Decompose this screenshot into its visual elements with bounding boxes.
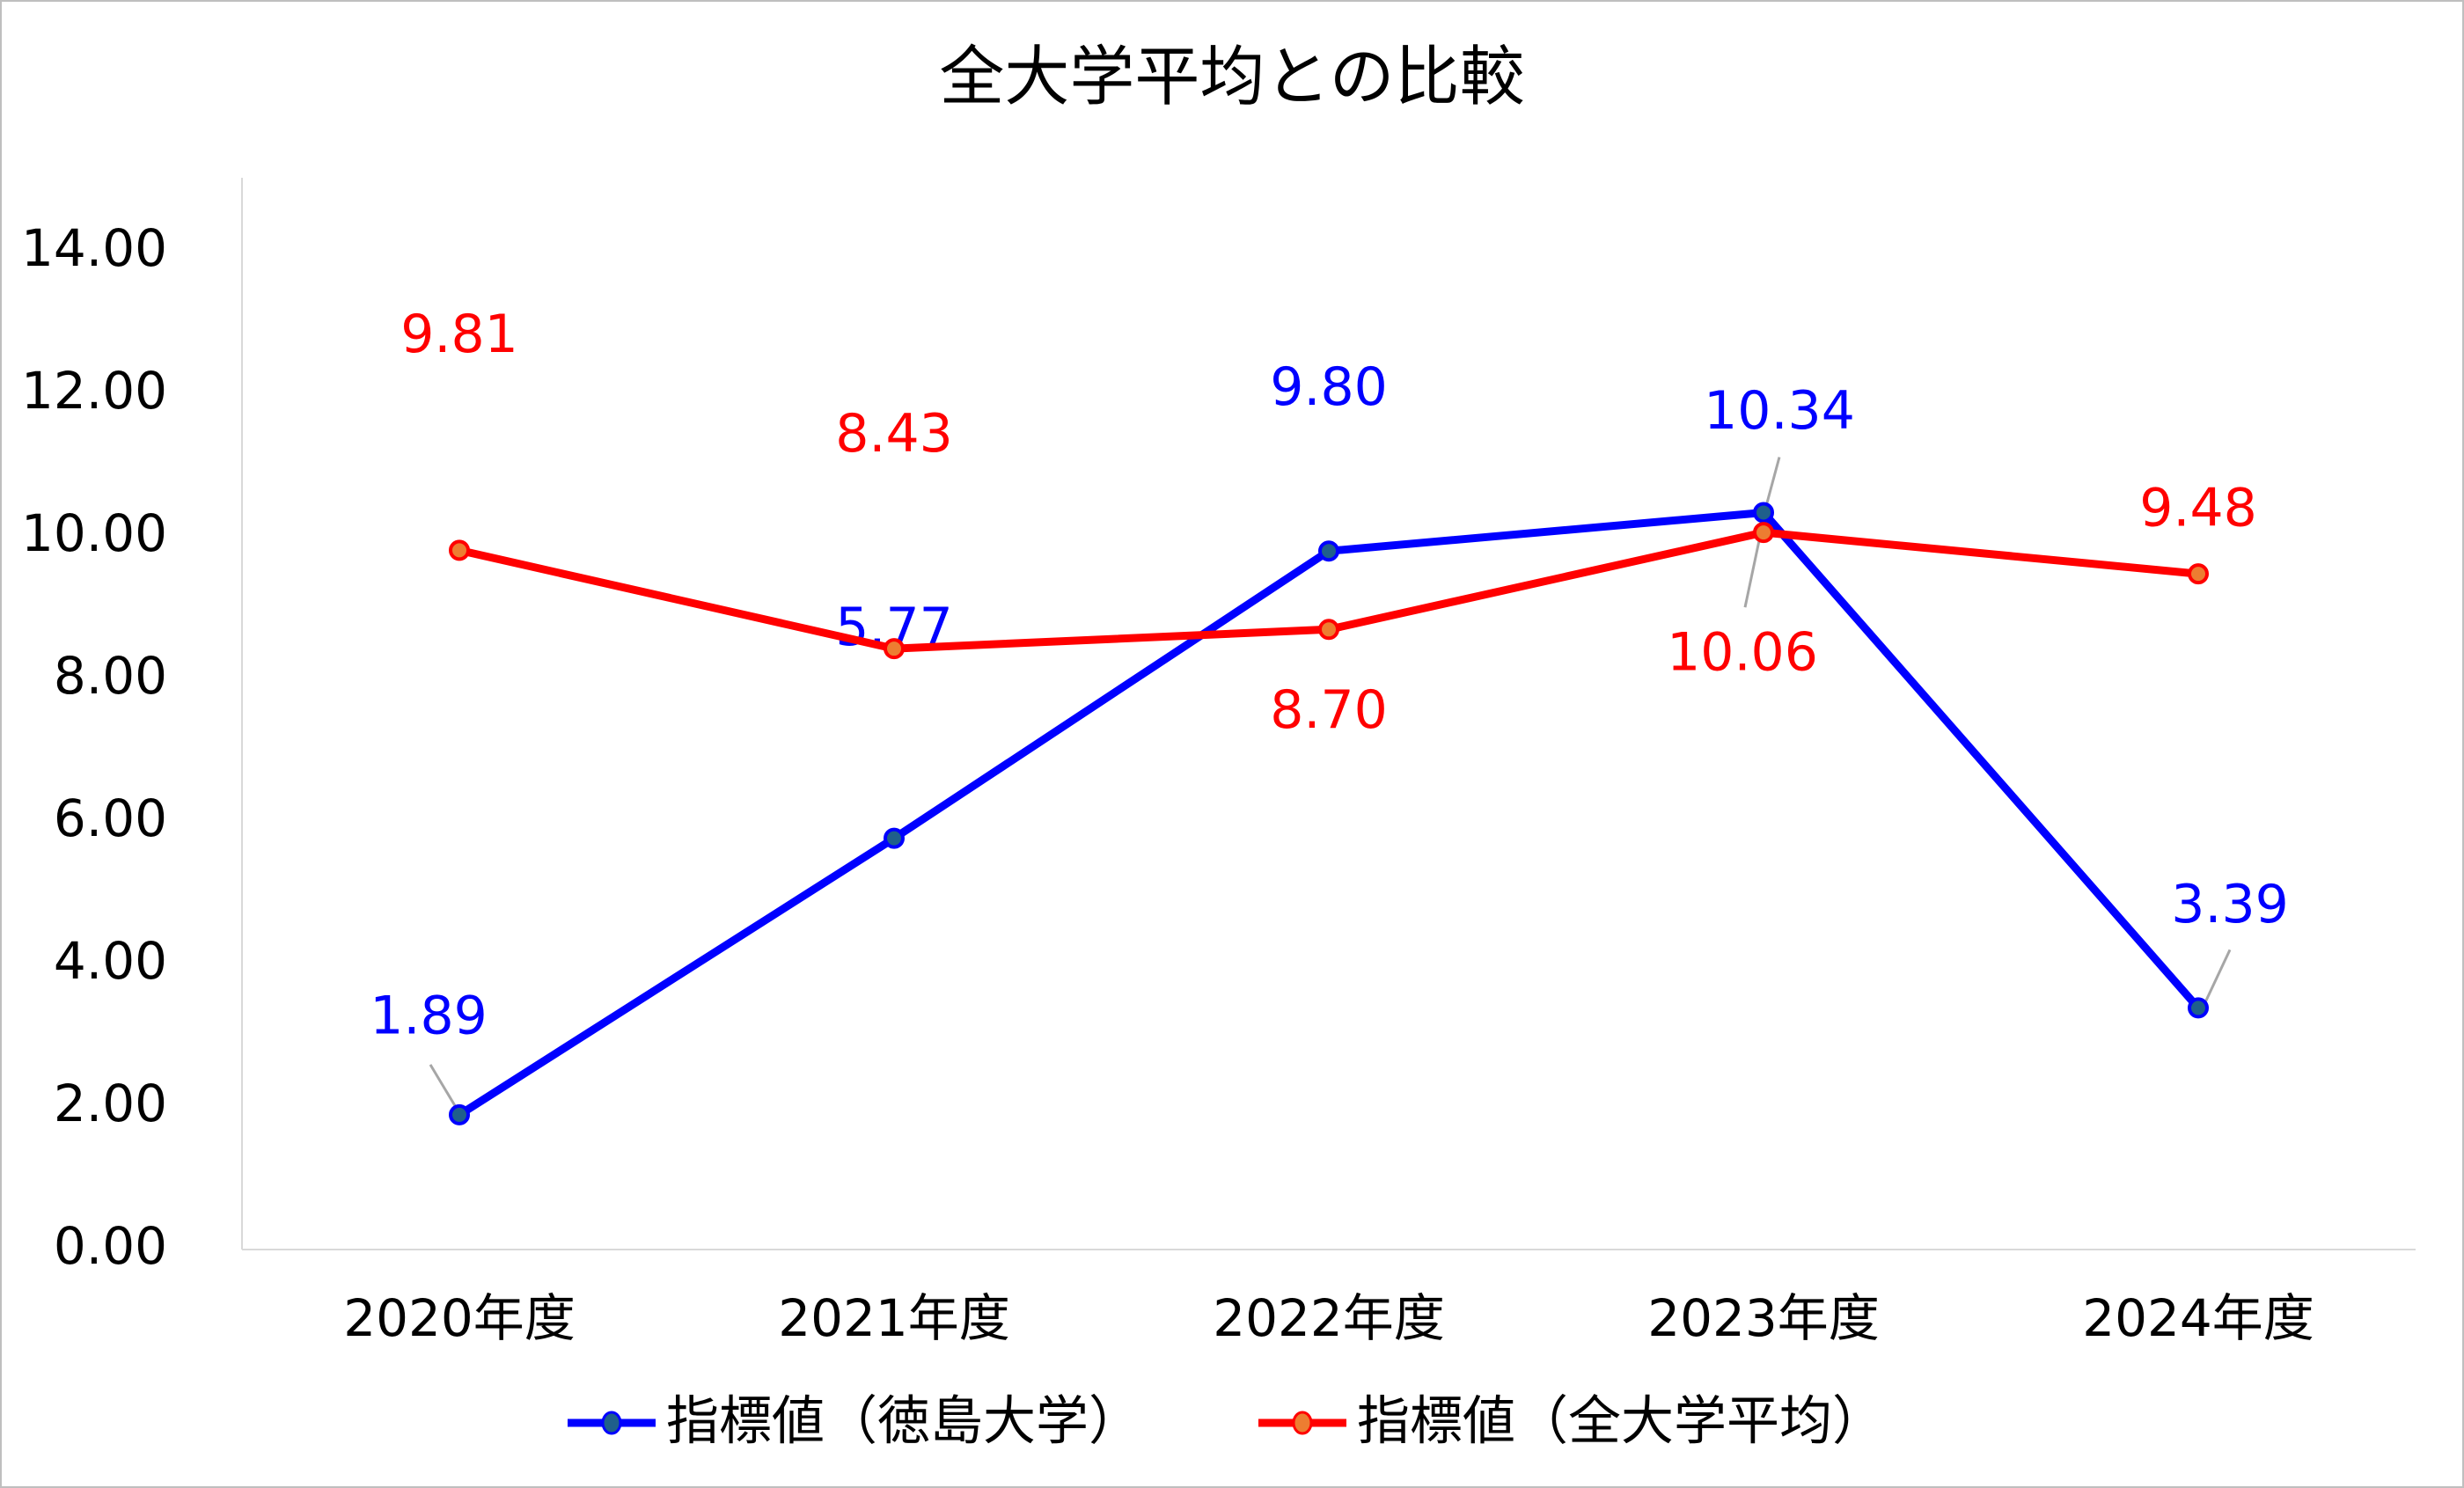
data-label: 10.06 xyxy=(1667,622,1818,684)
y-tick-label: 14.00 xyxy=(21,218,167,278)
y-tick-label: 8.00 xyxy=(54,646,167,706)
y-tick-label: 2.00 xyxy=(54,1074,167,1133)
data-point xyxy=(884,827,905,849)
leader-line xyxy=(2201,949,2232,1009)
data-label: 8.43 xyxy=(835,403,953,465)
data-label: 8.70 xyxy=(1270,679,1388,741)
y-tick-label: 0.00 xyxy=(54,1216,167,1276)
y-tick-label: 4.00 xyxy=(54,931,167,991)
data-point xyxy=(1318,540,1339,562)
data-label: 9.81 xyxy=(400,304,518,365)
series-0: 1.895.779.80 10.343.39 xyxy=(370,356,2289,1125)
y-tick-label: 12.00 xyxy=(21,361,167,421)
chart-title: 全大学平均との比較 xyxy=(939,40,1524,115)
legend-item: 指標値（徳島大学） xyxy=(568,1391,1141,1453)
data-label: 10.34 xyxy=(1704,380,1855,442)
data-point xyxy=(2188,563,2209,585)
x-tick-label: 2020年度 xyxy=(343,1288,576,1348)
data-point xyxy=(884,638,905,660)
x-tick-label: 2023年度 xyxy=(1647,1288,1880,1348)
data-point xyxy=(449,1103,470,1125)
x-tick-label: 2024年度 xyxy=(2082,1288,2314,1348)
data-label: 9.48 xyxy=(2139,478,2257,539)
data-label: 9.80 xyxy=(1270,356,1388,418)
leader-line xyxy=(429,1064,458,1110)
series-1: 9.81 8.43 8.70 10.06 9.48 xyxy=(400,304,2257,741)
data-point xyxy=(449,539,470,561)
legend-label: 指標値（徳島大学） xyxy=(666,1391,1141,1453)
x-tick-label: 2022年度 xyxy=(1213,1288,1445,1348)
data-point xyxy=(2188,997,2209,1019)
data-point xyxy=(1318,619,1339,641)
legend-marker xyxy=(1292,1411,1313,1435)
data-label: 1.89 xyxy=(370,986,488,1047)
data-label: 3.39 xyxy=(2171,874,2289,935)
y-tick-label: 10.00 xyxy=(21,503,167,563)
legend-marker xyxy=(601,1411,622,1435)
data-point xyxy=(1753,502,1774,524)
x-tick-label: 2021年度 xyxy=(778,1288,1010,1348)
legend-label: 指標値（全大学平均） xyxy=(1357,1391,1885,1453)
data-point xyxy=(1753,522,1774,544)
legend-item: 指標値（全大学平均） xyxy=(1258,1391,1885,1453)
y-tick-label: 6.00 xyxy=(54,788,167,848)
